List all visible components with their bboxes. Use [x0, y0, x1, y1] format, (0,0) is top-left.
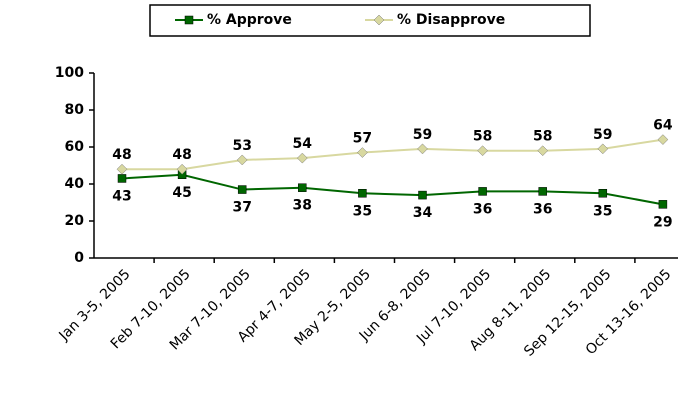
- y-tick-label: 100: [55, 65, 84, 81]
- marker: [597, 143, 609, 155]
- data-label: 58: [533, 129, 552, 145]
- marker: [417, 143, 428, 155]
- data-label: 34: [413, 205, 433, 221]
- data-label: 64: [653, 118, 673, 134]
- marker: [176, 163, 188, 175]
- data-label: 57: [353, 131, 372, 147]
- marker: [236, 154, 248, 166]
- marker: [477, 145, 488, 157]
- marker: [658, 200, 668, 209]
- marker: [116, 163, 128, 175]
- marker: [298, 183, 307, 192]
- data-label: 54: [293, 136, 313, 152]
- data-label: 58: [473, 129, 492, 145]
- marker: [237, 185, 247, 194]
- data-label: 36: [533, 201, 552, 217]
- y-tick-label: 20: [65, 213, 85, 229]
- data-label: 35: [353, 203, 372, 219]
- data-label: 59: [413, 127, 432, 143]
- data-label: 37: [232, 200, 251, 216]
- marker: [598, 189, 608, 198]
- marker: [117, 174, 127, 183]
- marker: [373, 14, 385, 26]
- data-label: 45: [172, 185, 191, 201]
- data-label: 36: [473, 201, 492, 217]
- data-label: 53: [232, 138, 251, 154]
- y-tick-label: 60: [65, 139, 85, 155]
- y-tick-label: 0: [74, 250, 84, 266]
- y-tick-label: 40: [65, 176, 85, 192]
- y-tick-label: 80: [65, 102, 85, 118]
- marker: [296, 152, 308, 164]
- marker: [537, 145, 549, 157]
- data-label: 38: [293, 198, 312, 214]
- marker: [357, 147, 368, 158]
- marker: [478, 187, 487, 196]
- series-line: [121, 173, 664, 206]
- legend-label: % Disapprove: [397, 12, 505, 28]
- marker: [538, 187, 547, 196]
- data-label: 48: [112, 147, 131, 163]
- series-line: [122, 138, 664, 171]
- data-label: 29: [653, 214, 672, 230]
- data-label: 35: [593, 203, 612, 219]
- data-label: 48: [172, 147, 191, 163]
- marker: [358, 189, 367, 198]
- marker: [184, 15, 194, 25]
- marker: [418, 190, 427, 200]
- legend-label: % Approve: [207, 12, 292, 28]
- marker: [657, 134, 669, 145]
- data-label: 43: [112, 188, 131, 204]
- data-label: 59: [593, 127, 612, 143]
